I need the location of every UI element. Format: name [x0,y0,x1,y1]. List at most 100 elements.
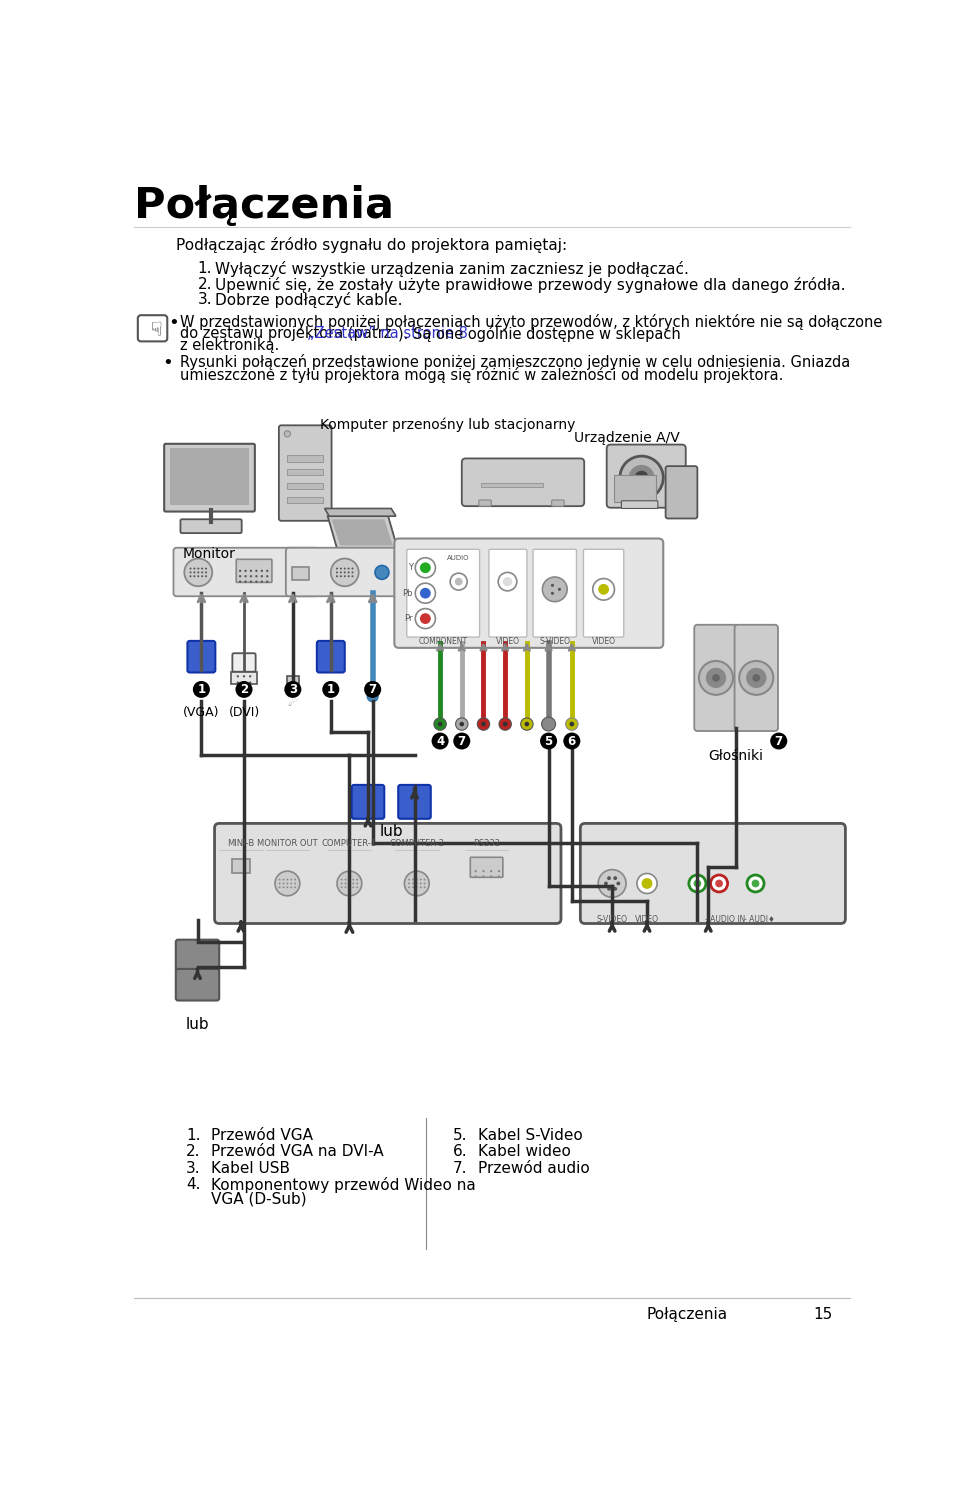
Text: MONITOR OUT: MONITOR OUT [257,839,318,848]
Circle shape [699,661,733,695]
Circle shape [420,883,421,884]
Circle shape [243,675,245,677]
Circle shape [250,570,252,573]
Circle shape [460,722,464,726]
Polygon shape [324,508,396,516]
Circle shape [613,877,617,880]
Circle shape [481,722,486,726]
Circle shape [286,883,288,884]
Bar [287,470,324,476]
Circle shape [498,869,500,872]
Text: (DVI): (DVI) [228,707,259,719]
FancyBboxPatch shape [164,444,254,511]
Circle shape [423,886,425,889]
Circle shape [239,580,241,583]
Bar [287,455,324,462]
Text: 7.: 7. [453,1160,468,1176]
Circle shape [474,875,477,878]
Text: Przewód VGA: Przewód VGA [211,1129,314,1144]
Text: Pr: Pr [404,614,413,623]
Circle shape [278,883,280,884]
Text: Monitor: Monitor [182,547,235,561]
Circle shape [323,681,339,698]
Circle shape [753,674,760,681]
Circle shape [286,878,288,881]
Circle shape [352,878,354,881]
Bar [481,483,543,488]
Circle shape [423,883,425,884]
Circle shape [499,719,512,731]
Circle shape [205,576,207,577]
Circle shape [368,690,378,702]
Text: 7: 7 [775,735,782,747]
Circle shape [356,886,358,889]
Circle shape [351,568,353,570]
Text: Kabel wideo: Kabel wideo [478,1145,571,1160]
Text: S-VIDEO: S-VIDEO [596,915,628,924]
Bar [287,497,324,502]
Circle shape [245,580,247,583]
Circle shape [336,571,338,574]
Text: 5: 5 [544,735,553,747]
Text: ☞: ☞ [143,319,162,337]
Circle shape [202,571,204,574]
Circle shape [249,675,252,677]
Text: VGA (D-Sub): VGA (D-Sub) [211,1191,307,1206]
Text: ☄: ☄ [287,696,299,710]
FancyBboxPatch shape [694,625,737,731]
FancyBboxPatch shape [607,444,685,508]
Circle shape [255,580,257,583]
Circle shape [261,580,263,583]
Text: Komputer przenośny lub stacjonarny: Komputer przenośny lub stacjonarny [320,417,575,432]
Circle shape [345,886,347,889]
Text: lub: lub [379,825,403,839]
Circle shape [193,571,196,574]
Circle shape [636,874,657,893]
Circle shape [375,565,389,580]
Text: (VGA): (VGA) [183,707,220,719]
Circle shape [336,568,338,570]
Text: 1.: 1. [186,1129,201,1144]
Circle shape [540,732,557,750]
Circle shape [197,576,200,577]
Circle shape [193,568,196,570]
Circle shape [341,878,343,881]
Circle shape [278,878,280,881]
Circle shape [490,869,492,872]
FancyBboxPatch shape [462,458,585,505]
FancyBboxPatch shape [187,641,215,672]
Circle shape [607,887,611,890]
Circle shape [641,878,653,889]
Text: Przewód VGA na DVI-A: Przewód VGA na DVI-A [211,1145,384,1160]
FancyBboxPatch shape [470,857,503,877]
Text: VIDEO: VIDEO [591,637,615,646]
Circle shape [250,580,252,583]
FancyBboxPatch shape [489,549,527,637]
Text: W przedstawionych poniżej połączeniach użyto przewodów, z których niektóre nie s: W przedstawionych poniżej połączeniach u… [180,313,883,330]
FancyBboxPatch shape [287,677,299,693]
Circle shape [416,608,436,629]
Polygon shape [331,519,393,546]
Circle shape [294,883,296,884]
Circle shape [745,666,767,689]
Circle shape [282,886,284,889]
Circle shape [598,869,626,898]
FancyBboxPatch shape [407,549,480,637]
Text: S-VIDEO: S-VIDEO [540,637,570,646]
Circle shape [474,869,477,872]
Circle shape [345,883,347,884]
Circle shape [558,587,561,590]
Text: •: • [162,355,174,373]
Circle shape [266,570,269,573]
Circle shape [282,878,284,881]
Circle shape [193,681,210,698]
Text: VIDEO: VIDEO [635,915,659,924]
Circle shape [331,559,359,586]
Circle shape [340,568,342,570]
Circle shape [412,883,414,884]
Circle shape [408,886,410,889]
Text: 1: 1 [326,683,335,696]
Circle shape [341,883,343,884]
Circle shape [598,584,609,595]
FancyBboxPatch shape [278,425,331,520]
